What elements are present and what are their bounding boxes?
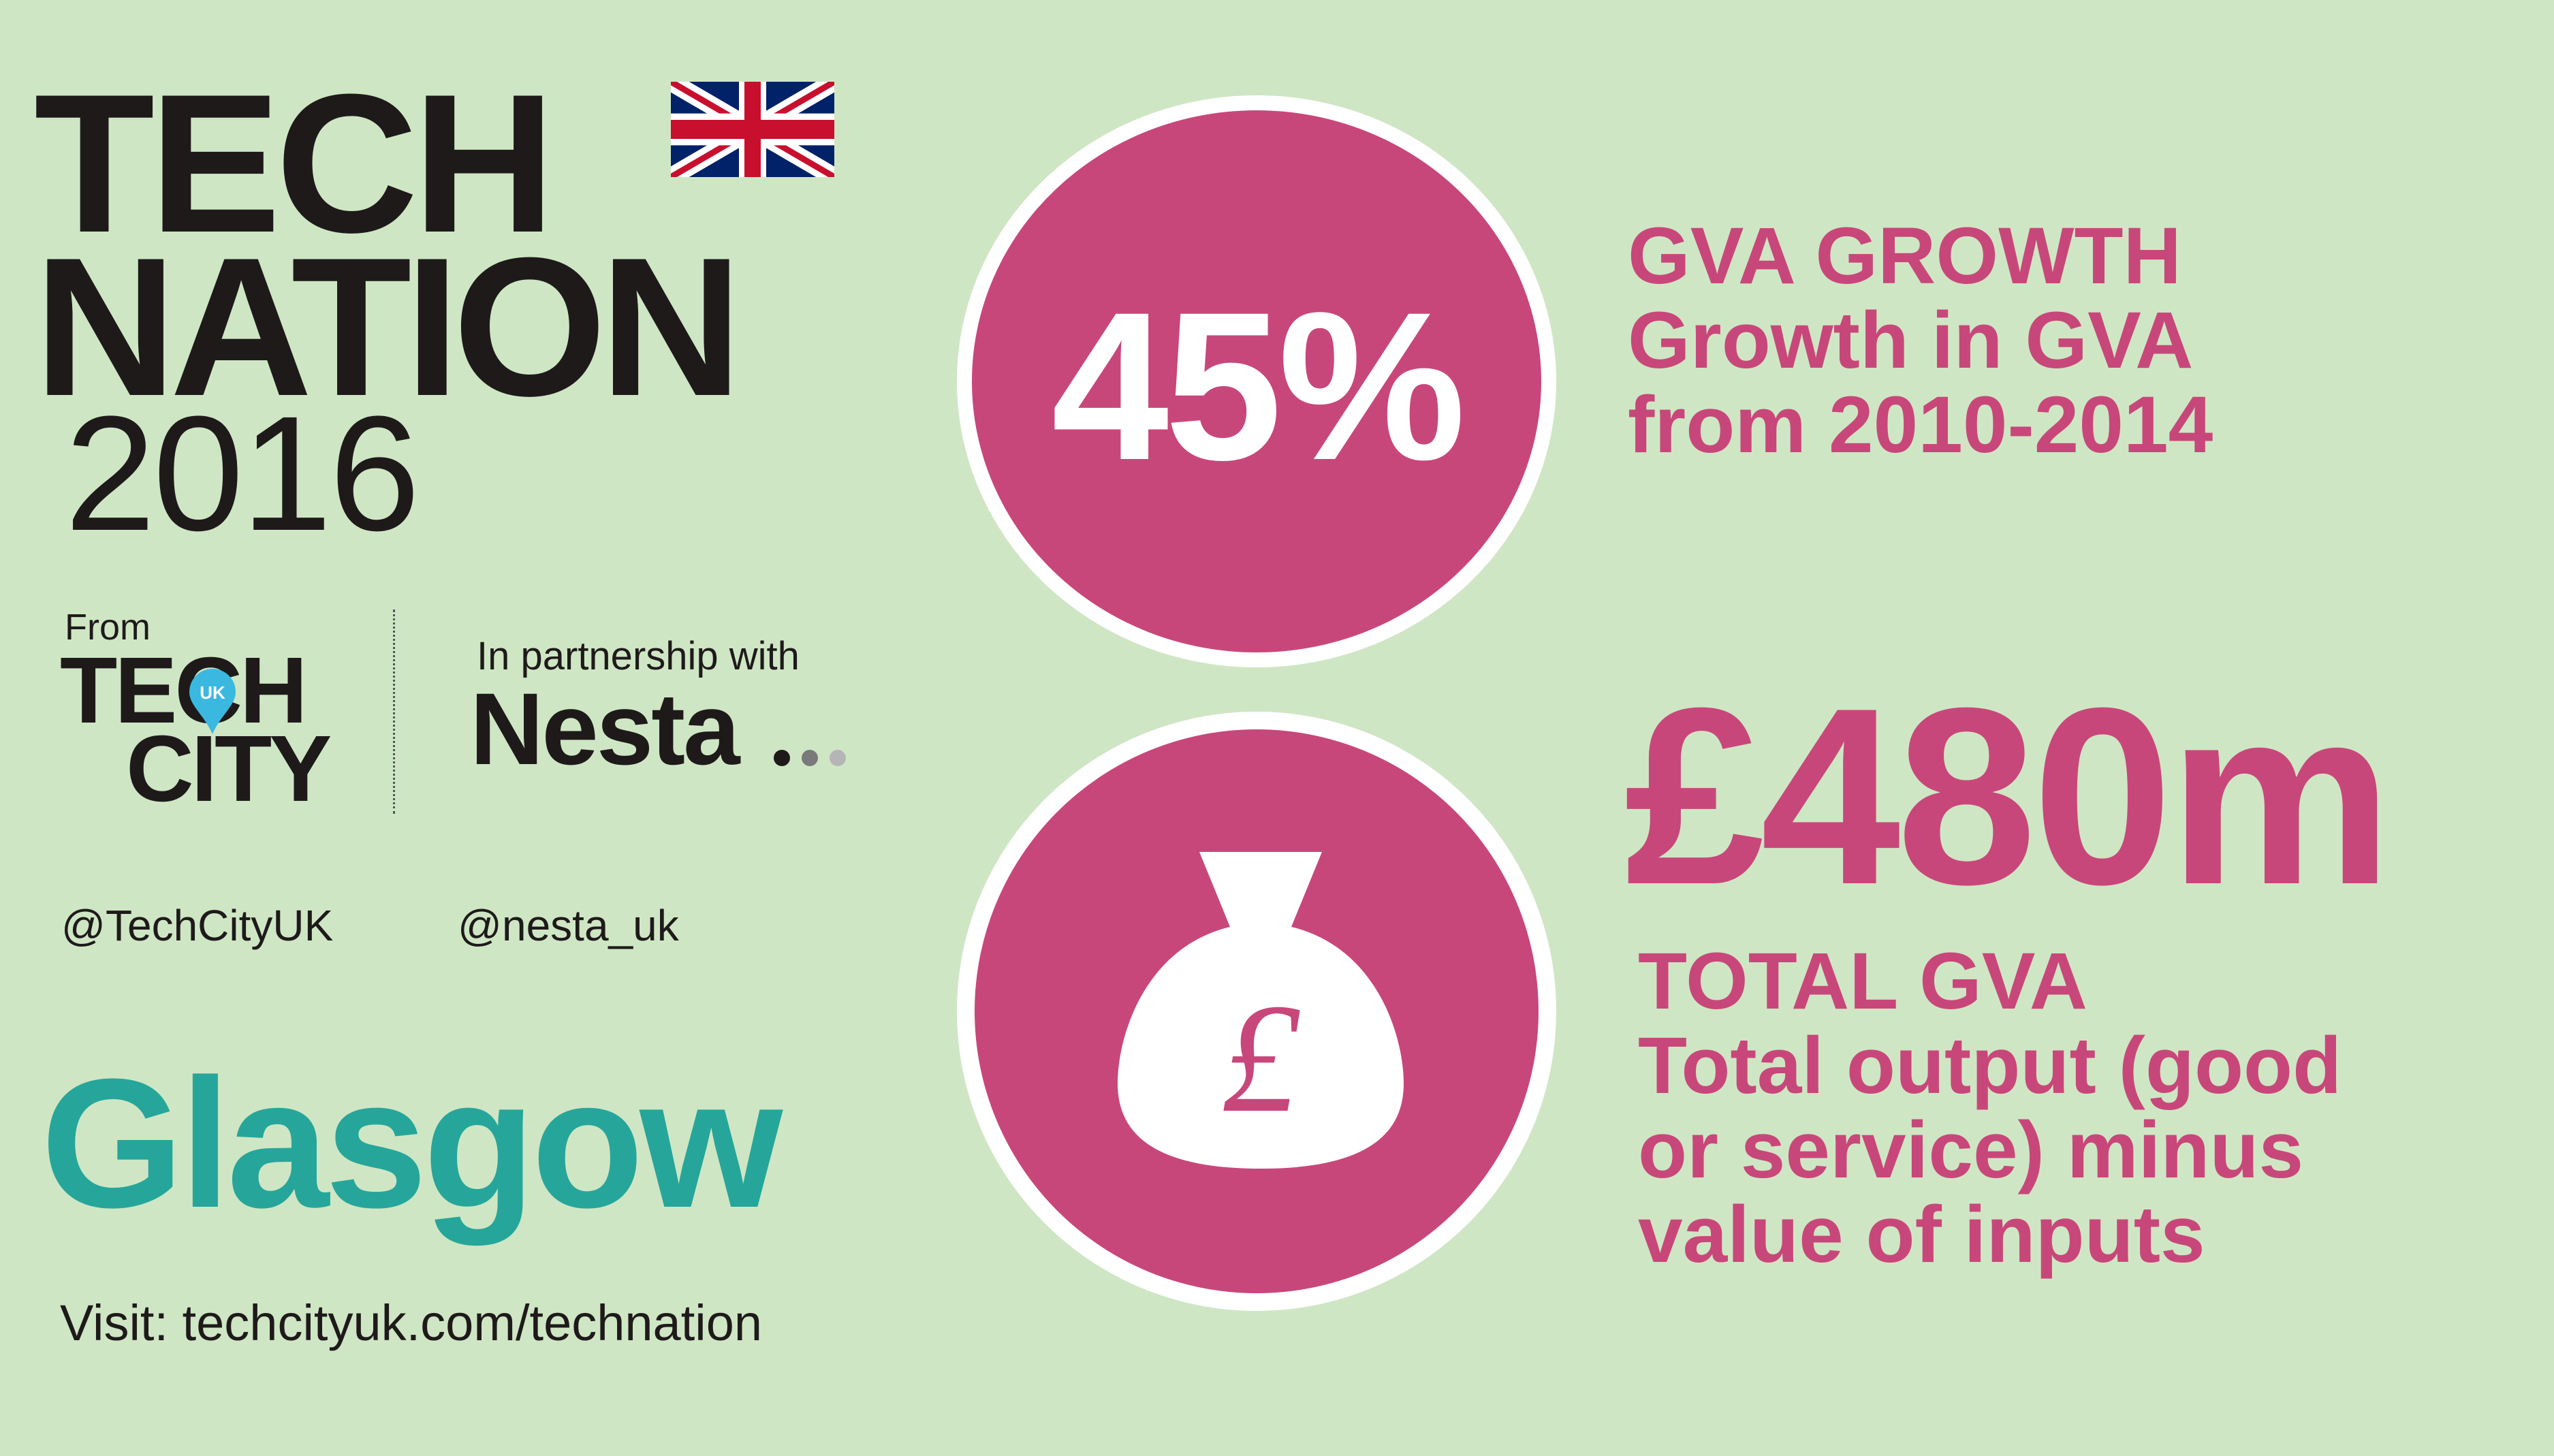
pound-symbol: £ xyxy=(1222,971,1301,1145)
growth-heading: GVA GROWTH xyxy=(1628,211,2181,301)
from-label: From xyxy=(65,607,151,648)
techcity-logo-line2: CITY xyxy=(126,716,332,821)
location-pin-icon: UK xyxy=(189,669,236,734)
growth-description: GVA GROWTH Growth in GVA from 2010-2014 xyxy=(1628,211,2213,470)
total-heading: TOTAL GVA xyxy=(1638,936,2087,1026)
partnership-label: In partnership with xyxy=(477,634,800,678)
growth-line-3: from 2010-2014 xyxy=(1628,379,2213,470)
union-jack-flag-icon xyxy=(671,82,834,177)
title-year: 2016 xyxy=(65,382,420,565)
pin-label: UK xyxy=(200,682,225,703)
growth-line-2: Growth in GVA xyxy=(1628,295,2194,385)
total-disc: £ xyxy=(975,729,1539,1293)
total-line-4: value of inputs xyxy=(1638,1189,2205,1280)
title-tech: TECH xyxy=(34,53,555,274)
growth-value: 45% xyxy=(1051,268,1466,504)
divider xyxy=(393,610,395,814)
title-nation: NATION xyxy=(34,217,742,437)
total-line-3: or service) minus xyxy=(1638,1105,2304,1195)
city-name: Glasgow xyxy=(41,1041,783,1246)
total-description: TOTAL GVA Total output (good or service)… xyxy=(1638,936,2342,1280)
nesta-logo: Nesta xyxy=(470,671,740,786)
nesta-dots-icon xyxy=(774,750,846,766)
visit-link[interactable]: Visit: techcityuk.com/technation xyxy=(60,1295,763,1351)
money-bag-icon: £ xyxy=(1118,852,1404,1169)
growth-disc: 45% xyxy=(972,110,1541,652)
handle-nesta: @nesta_uk xyxy=(458,901,679,950)
total-line-2: Total output (good xyxy=(1638,1020,2342,1111)
techcity-logo-line1: TECH xyxy=(60,638,308,743)
total-value: £480m xyxy=(1624,656,2393,937)
total-circle: £ xyxy=(957,712,1556,1311)
handle-techcity: @TechCityUK xyxy=(61,901,334,950)
growth-circle: 45% xyxy=(957,95,1556,667)
